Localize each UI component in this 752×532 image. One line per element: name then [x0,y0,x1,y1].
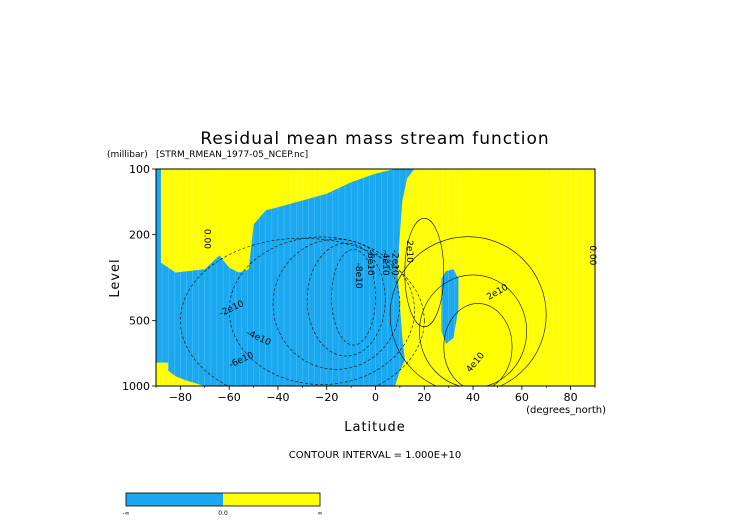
x-tick-label: 20 [417,391,431,404]
y-tick-label: 1000 [122,380,150,393]
colorbar-negative-swatch [126,493,223,506]
x-unit-label: (degrees_north) [526,405,606,416]
x-tick-label: −40 [266,391,289,404]
x-tick-label: 40 [466,391,480,404]
colorbar-label-max: ∞ [318,510,323,517]
y-tick-label: 200 [129,228,150,241]
x-tick-label: 60 [515,391,529,404]
x-tick-label: 80 [564,391,578,404]
y-tick-label: 500 [129,315,150,328]
positive-contour [404,217,445,328]
y-axis-label: Level [108,258,123,297]
negative-contour [306,242,386,357]
x-tick-label: −60 [218,391,241,404]
negative-contour [331,249,376,346]
contour-label: 0.00 [587,245,597,265]
negative-contour [228,236,415,385]
colorbar-label-min: -∞ [122,510,129,517]
dataset-label: [STRM_RMEAN_1977-05_NCEP.nc] [156,150,308,160]
colorbar-positive-swatch [223,493,320,506]
positive-contour [419,274,527,386]
y-tick-label: 100 [129,163,150,176]
negative-region-northern-pocket [441,269,459,344]
contour-label: -6e10 [365,250,375,276]
colorbar-label-zero: 0.0 [218,510,228,517]
x-axis-label: Latitude [344,420,406,435]
x-tick-label: −80 [169,391,192,404]
colorbar-frame [125,492,321,507]
contour-label: -2e10 [390,250,400,276]
colorbar: -∞ 0.0 ∞ [122,492,323,517]
contour-label: -8e10 [353,263,363,289]
positive-contour [389,236,547,386]
positive-contour [443,303,513,386]
contour-label: 0.00 [202,229,212,249]
x-tick-label: 0 [372,391,379,404]
x-tick-label: −20 [315,391,338,404]
negative-contour [180,237,425,386]
contour-interval-text: CONTOUR INTERVAL = 1.000E+10 [289,450,461,461]
negative-region-southern-cell [156,169,415,386]
contour-label: -4e10 [380,250,390,276]
chart-title: Residual mean mass stream function [200,129,549,149]
y-unit-label: (millibar) [107,150,148,160]
negative-contour [272,238,401,370]
contour-label: 2e10 [404,240,414,263]
